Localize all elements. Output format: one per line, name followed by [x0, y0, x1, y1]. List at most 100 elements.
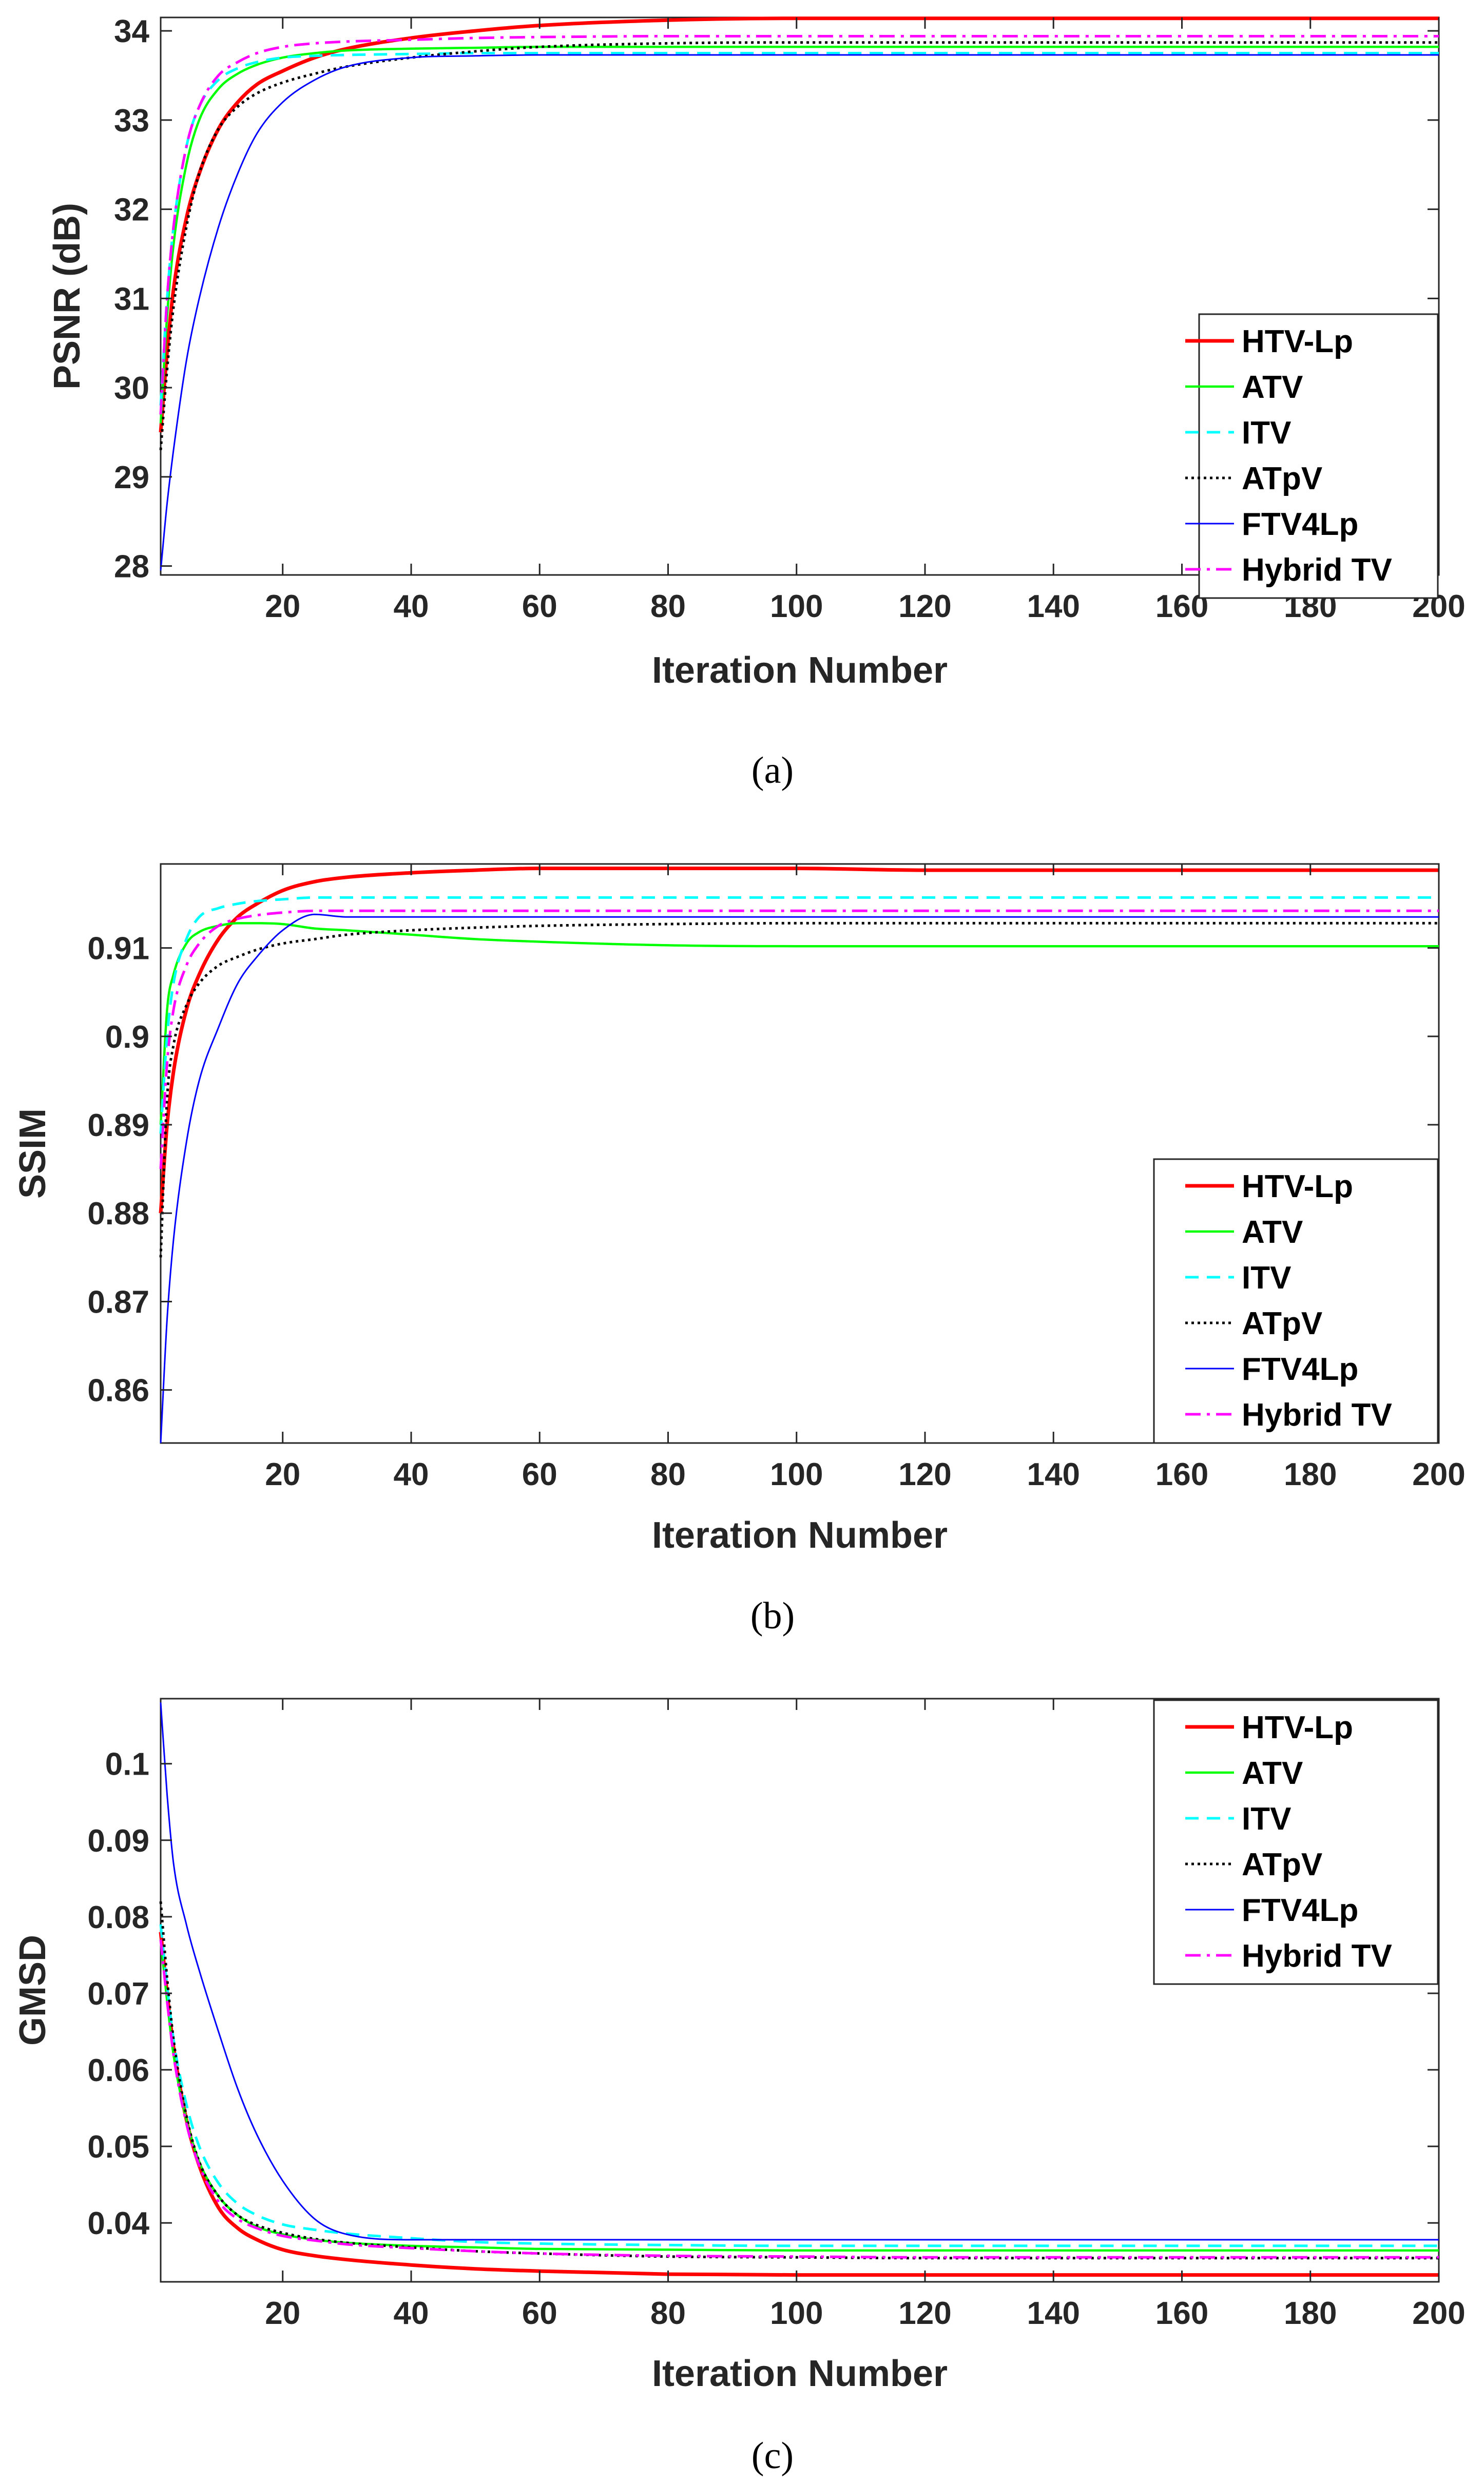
- panel-c-x-tick-label: 140: [1027, 2296, 1080, 2331]
- panel-b-x-tick-label: 140: [1027, 1457, 1080, 1492]
- panel-a-x-tick-label: 60: [522, 589, 557, 624]
- panel-a-y-tick-label: 28: [114, 549, 149, 585]
- panel-a-series-group: [159, 16, 1439, 571]
- panel-b-y-axis-title: SSIM: [12, 1108, 53, 1199]
- panel-c-x-tick-label: 180: [1284, 2296, 1337, 2331]
- panel-c-x-tick-label: 160: [1155, 2296, 1208, 2331]
- panel-b-series-ftv4lp: [160, 913, 1439, 1444]
- panel-a-y-tick-label: 32: [114, 193, 149, 228]
- panel-a-y-tick-label: 30: [114, 371, 149, 406]
- panel-b-y-tick-labels: 0.86 0.87 0.88 0.89 0.9 0.91: [87, 931, 149, 1409]
- panel-c-legend-label-atpv: ATpV: [1242, 1847, 1322, 1882]
- panel-b-series-hybrid-tv: [159, 909, 1439, 1169]
- panel-b-legend: HTV-Lp ATV ITV ATpV FTV4Lp Hybrid TV: [1153, 1158, 1439, 1444]
- panel-a-y-tick-label: 34: [114, 14, 149, 49]
- panel-c-x-tick-label: 100: [770, 2296, 823, 2331]
- panel-b-legend-label-itv: ITV: [1242, 1260, 1291, 1296]
- panel-b-legend-label-ftv4lp: FTV4Lp: [1242, 1352, 1358, 1387]
- panel-c-y-tick-label: 0.08: [87, 1900, 149, 1935]
- panel-a-x-tick-label: 120: [898, 589, 951, 624]
- panel-b-x-tick-label: 180: [1284, 1457, 1337, 1492]
- panel-a-x-tick-label: 100: [770, 589, 823, 624]
- panel-a-y-tick-label: 33: [114, 103, 149, 139]
- panel-a-x-tick-label: 80: [650, 589, 686, 624]
- panel-b-x-tick-label: 100: [770, 1457, 823, 1492]
- panel-b-x-tick-label: 40: [394, 1457, 429, 1492]
- panel-a-tick-marks: [161, 17, 1440, 575]
- panel-c-y-tick-label: 0.04: [87, 2206, 149, 2241]
- panel-b-series-atpv: [159, 921, 1439, 1258]
- panel-a-y-tick-label: 29: [114, 460, 149, 495]
- panel-c-y-tick-label: 0.05: [87, 2129, 149, 2165]
- panel-b-x-tick-label: 80: [650, 1457, 686, 1492]
- panel-c-y-tick-label: 0.07: [87, 1976, 149, 2012]
- panel-a-y-tick-labels: 28 29 30 31 32 33 34: [114, 14, 149, 585]
- panel-c-y-tick-label: 0.06: [87, 2053, 149, 2088]
- panel-a-legend-label-atv: ATV: [1242, 370, 1303, 405]
- panel-b-x-tick-label: 20: [265, 1457, 300, 1492]
- panel-c-x-tick-label: 200: [1412, 2296, 1465, 2331]
- panel-a-legend-label-hybrid-tv: Hybrid TV: [1242, 552, 1392, 588]
- panel-a-legend-box: [1198, 313, 1439, 599]
- panel-b-legend-label-atpv: ATpV: [1242, 1306, 1322, 1341]
- panel-b-y-tick-label: 0.87: [87, 1284, 149, 1320]
- panel-c-legend-label-ftv4lp: FTV4Lp: [1242, 1893, 1358, 1928]
- panel-a-series-hybrid-tv: [159, 34, 1439, 415]
- panel-c-y-tick-labels: 0.04 0.05 0.06 0.07 0.08 0.09 0.1: [87, 1747, 149, 2241]
- panel-c-series-hybrid-tv: [159, 1939, 1439, 2259]
- panel-b-ssim-chart: 20 40 60 80 100 120 140 160 180 200 0.860.870.880…: [12, 863, 1466, 1637]
- panel-c-series-group: [159, 1702, 1439, 2277]
- panel-c-x-tick-label: 60: [522, 2296, 557, 2331]
- panel-c-legend-items: HTV-Lp ATV ITV ATpV FTV4Lp Hybrid TV: [1185, 1710, 1392, 1974]
- panel-c-legend-label-itv: ITV: [1242, 1801, 1291, 1837]
- panel-a-legend: HTV-Lp ATV ITV ATpV FTV4Lp Hybrid TV: [1185, 313, 1439, 599]
- panel-a-legend-label-atpv: ATpV: [1242, 461, 1322, 496]
- panel-b-x-axis-title: Iteration Number: [652, 1515, 948, 1556]
- panel-a-legend-label-htv-lp: HTV-Lp: [1242, 324, 1353, 359]
- panel-b-x-tick-label: 200: [1412, 1457, 1465, 1492]
- panel-b-legend-label-atv: ATV: [1242, 1215, 1303, 1250]
- panel-b-legend-box: [1153, 1158, 1439, 1444]
- panel-c-x-tick-label: 40: [394, 2296, 429, 2331]
- panel-b-y-tick-label: 0.86: [87, 1373, 149, 1409]
- panel-a-x-tick-label: 140: [1027, 589, 1080, 624]
- panel-c-x-axis-title: Iteration Number: [652, 2353, 948, 2394]
- panel-b-legend-label-hybrid-tv: Hybrid TV: [1242, 1397, 1392, 1433]
- panel-c-y-tick-label: 0.09: [87, 1823, 149, 1859]
- panel-a-x-tick-label: 40: [394, 589, 429, 624]
- panel-c-y-axis-title: GMSD: [12, 1935, 53, 2046]
- panel-c-x-tick-labels: 20 40 60 80 100 120 140 160 180 200: [265, 2296, 1465, 2331]
- panel-b-label: (b): [750, 1595, 795, 1637]
- panel-a-x-axis-title: Iteration Number: [652, 650, 948, 691]
- panel-b-x-tick-label: 120: [898, 1457, 951, 1492]
- panel-a-series-ftv4lp: [160, 54, 1439, 571]
- panel-a-y-axis-title: PSNR (dB): [47, 203, 88, 390]
- panel-a-series-htv-lp: [159, 16, 1439, 433]
- panel-b-x-tick-label: 60: [522, 1457, 557, 1492]
- panel-b-legend-items: HTV-Lp ATV ITV ATpV FTV4Lp Hybrid TV: [1185, 1169, 1392, 1433]
- panel-c-legend-label-htv-lp: HTV-Lp: [1242, 1710, 1353, 1745]
- panel-c-x-tick-label: 20: [265, 2296, 300, 2331]
- panel-a-series-atv: [159, 46, 1439, 424]
- panel-b-series-atv: [159, 922, 1439, 1125]
- panel-a-legend-label-itv: ITV: [1242, 415, 1291, 451]
- panel-b-y-tick-label: 0.91: [87, 931, 149, 967]
- panel-c-x-tick-label: 120: [898, 2296, 951, 2331]
- panel-b-y-tick-label: 0.9: [105, 1020, 149, 1055]
- panel-a-legend-items: HTV-Lp ATV ITV ATpV FTV4Lp Hybrid TV: [1185, 324, 1392, 588]
- panel-b-series-itv: [159, 896, 1439, 1134]
- panel-c-gmsd-chart: 20 40 60 80 100 120 140 160 180 200 0.040.050.060…: [12, 1698, 1466, 2477]
- panel-a-psnr-chart: 20 40 60 80 100 120 140 160 180 200 2829303132333…: [47, 14, 1466, 792]
- panel-c-series-itv: [159, 1924, 1439, 2247]
- panel-c-y-tick-label: 0.1: [105, 1747, 149, 1782]
- panel-c-legend-label-hybrid-tv: Hybrid TV: [1242, 1938, 1392, 1974]
- panel-a-legend-label-ftv4lp: FTV4Lp: [1242, 507, 1358, 542]
- panel-c-legend-box: [1153, 1699, 1439, 1985]
- panel-c-x-tick-label: 80: [650, 2296, 686, 2331]
- panel-a-x-tick-label: 20: [265, 589, 300, 624]
- panel-b-y-tick-label: 0.89: [87, 1108, 149, 1143]
- panel-c-legend-label-atv: ATV: [1242, 1756, 1303, 1791]
- panel-c-tick-marks: [161, 1699, 1440, 2282]
- panel-c-legend: HTV-Lp ATV ITV ATpV FTV4Lp Hybrid TV: [1153, 1699, 1439, 1985]
